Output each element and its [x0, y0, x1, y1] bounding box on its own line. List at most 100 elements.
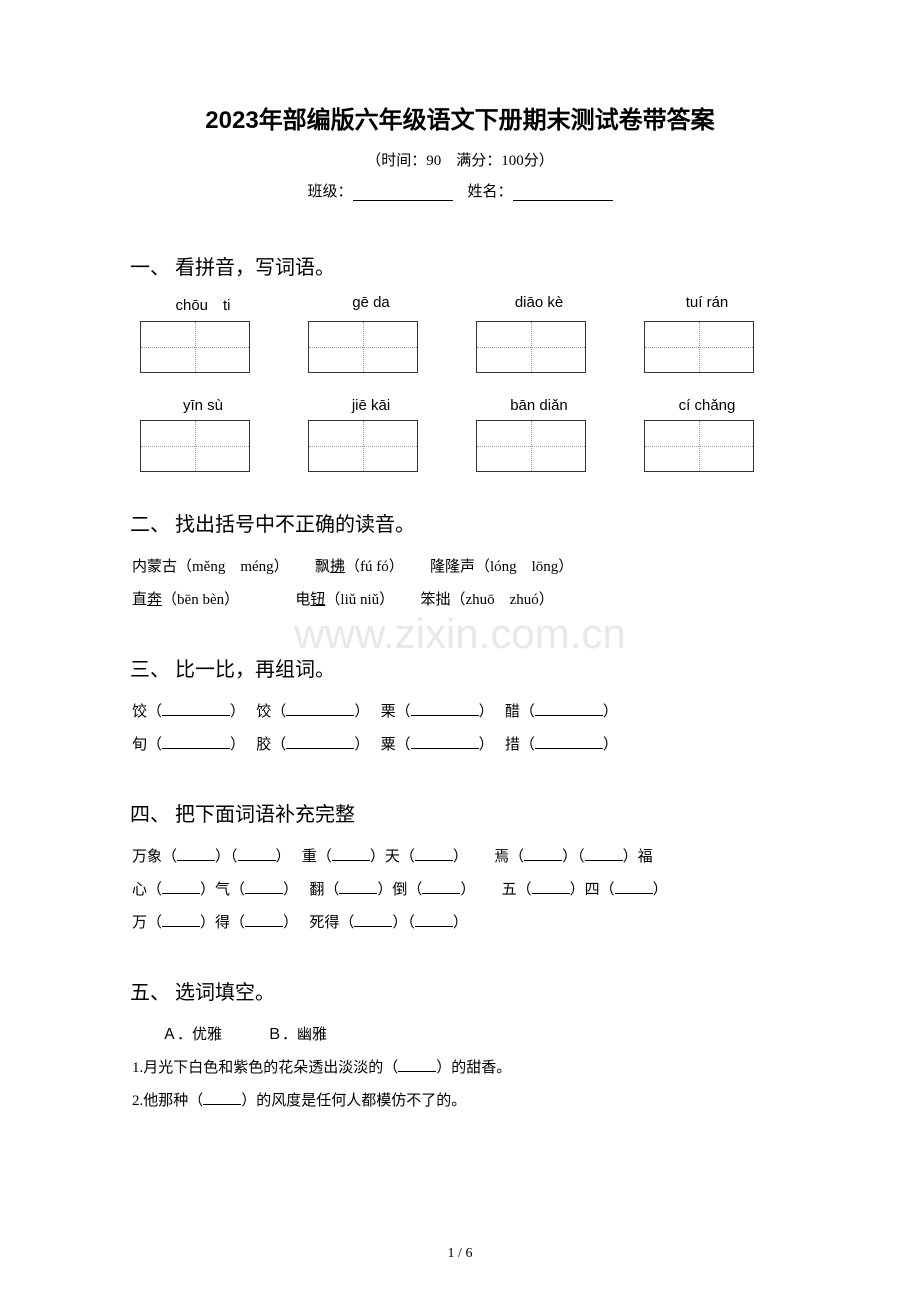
watermark: www.zixin.com.cn [294, 610, 625, 658]
s4-w: ）（ [562, 849, 585, 865]
page-number: 1 / 6 [448, 1246, 473, 1262]
s3-w: 旬（ [132, 737, 162, 753]
class-label: 班级： [307, 184, 352, 200]
pinyin-2: gē da [316, 294, 426, 315]
s2-item-1a: 内蒙古（měng méng） [132, 559, 281, 575]
s4-w: ） [276, 849, 284, 865]
pinyin-5: yīn sù [148, 397, 258, 414]
s5-q2-pre: 2.他那种（ [132, 1093, 203, 1109]
blank [532, 879, 570, 894]
blank [203, 1090, 241, 1105]
s2-item-1b-u: 拂 [330, 559, 345, 575]
info-line: 班级： 姓名： [130, 180, 790, 201]
s2-item-2b-pre: 电 [295, 592, 310, 608]
section-5-header: 五、 选词填空。 [130, 976, 790, 1005]
s4-w: 焉（ [494, 849, 524, 865]
tian-box [140, 321, 250, 373]
s4-w: ） [460, 882, 468, 898]
s5-q2: 2.他那种（ ）的风度是任何人都模仿不了的。 [130, 1085, 790, 1118]
box-row-2 [130, 420, 790, 472]
s4-w: 万（ [132, 915, 162, 931]
s4-w: ）倒（ [377, 882, 422, 898]
blank [286, 734, 354, 749]
s3-w: 措（ [505, 737, 535, 753]
pinyin-1: chōu ti [148, 294, 258, 315]
blank [162, 912, 200, 927]
blank [332, 846, 370, 861]
section-2: 二、 找出括号中不正确的读音。 内蒙古（měng méng） 飘拂（fú fó）… [130, 508, 790, 617]
s2-item-2c: 笨拙（zhuō zhuó） [420, 592, 553, 608]
s2-item-2a-pre: 直 [132, 592, 147, 608]
class-blank [353, 183, 453, 201]
blank [415, 912, 453, 927]
name-label: 姓名： [468, 184, 513, 200]
section-1-header: 一、 看拼音，写词语。 [130, 251, 790, 280]
tian-box [140, 420, 250, 472]
pinyin-4: tuí rán [652, 294, 762, 315]
section-3: 三、 比一比，再组词。 饺（） 饺（） 栗（） 醋（） 旬（） 胶（） 粟（） … [130, 653, 790, 762]
blank [398, 1057, 436, 1072]
s2-item-2a-p: （bēn bèn） [162, 592, 232, 608]
tian-box [644, 321, 754, 373]
blank [354, 912, 392, 927]
s3-w: ） [479, 737, 487, 753]
s3-w: ） [354, 704, 362, 720]
s4-w: ）得（ [200, 915, 245, 931]
tian-box [476, 321, 586, 373]
s2-item-2a-u: 奔 [147, 592, 162, 608]
s3-w: 饺（ [256, 704, 286, 720]
s5-q1-pre: 1.月光下白色和紫色的花朵透出淡淡的（ [132, 1060, 398, 1076]
pinyin-3: diāo kè [484, 294, 594, 315]
s3-w: 胶（ [256, 737, 286, 753]
s4-w: 翻（ [309, 882, 339, 898]
tian-box [308, 321, 418, 373]
tian-box [308, 420, 418, 472]
s3-w: ） [354, 737, 362, 753]
s5-q1: 1.月光下白色和紫色的花朵透出淡淡的（）的甜香。 [130, 1052, 790, 1085]
s4-w: ）福 [623, 849, 653, 865]
s3-w: 醋（ [505, 704, 535, 720]
s4-w: 死得（ [309, 915, 354, 931]
subtitle: （时间：90 满分：100分） [130, 149, 790, 170]
section-3-header: 三、 比一比，再组词。 [130, 653, 790, 682]
blank [238, 846, 276, 861]
tian-box [644, 420, 754, 472]
s2-line1: 内蒙古（měng méng） 飘拂（fú fó） 隆隆声（lóng lōng） [130, 551, 790, 584]
s4-w: ）（ [392, 915, 415, 931]
s3-w: ） [479, 704, 487, 720]
blank [411, 734, 479, 749]
name-blank [513, 183, 613, 201]
s4-w: ）天（ [370, 849, 415, 865]
s4-w: 心（ [132, 882, 162, 898]
blank [411, 701, 479, 716]
s4-w: ） [453, 915, 468, 931]
s2-item-2b-p: （liǔ niǔ） [325, 592, 386, 608]
section-4: 四、 把下面词语补充完整 万象（）（） 重（）天（） 焉（）（）福 心（）气（）… [130, 798, 790, 940]
pinyin-row-1: chōu ti gē da diāo kè tuí rán [130, 294, 790, 315]
s5-q2-post: ）的风度是任何人都模仿不了的。 [241, 1093, 466, 1109]
blank [245, 912, 283, 927]
s2-item-1b-pre: 飘 [315, 559, 330, 575]
s4-w: ）（ [215, 849, 238, 865]
s3-w: ） [230, 704, 238, 720]
s3-line2: 旬（） 胶（） 粟（） 措（） [130, 729, 790, 762]
s4-w: ） [283, 882, 291, 898]
blank [162, 879, 200, 894]
section-2-header: 二、 找出括号中不正确的读音。 [130, 508, 790, 537]
s4-w: ）四（ [570, 882, 615, 898]
s2-item-1c: 隆隆声（lóng lōng） [430, 559, 573, 575]
blank [286, 701, 354, 716]
blank [422, 879, 460, 894]
blank [585, 846, 623, 861]
s5-options: Ａ．优雅 Ｂ．幽雅 [130, 1019, 790, 1052]
blank [245, 879, 283, 894]
page-title: 2023年部编版六年级语文下册期末测试卷带答案 [130, 100, 790, 135]
tian-box [476, 420, 586, 472]
s3-w: ） [230, 737, 238, 753]
s4-w: ） [283, 915, 291, 931]
s4-line1: 万象（）（） 重（）天（） 焉（）（）福 [130, 841, 790, 874]
box-row-1 [130, 321, 790, 373]
blank [162, 734, 230, 749]
blank [535, 734, 603, 749]
s4-w: ）气（ [200, 882, 245, 898]
